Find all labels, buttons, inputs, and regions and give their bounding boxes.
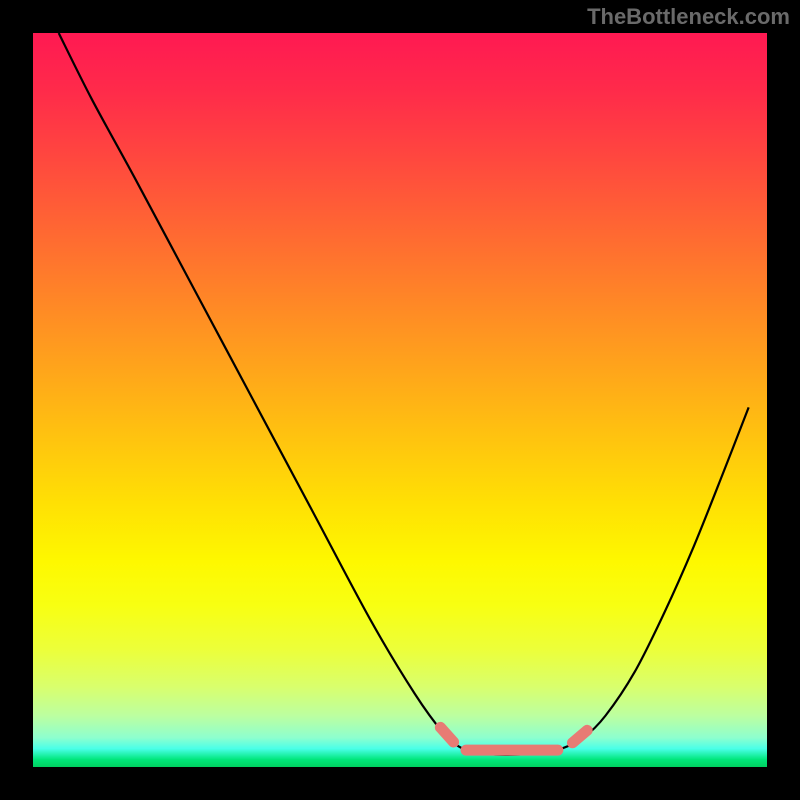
bottleneck-curve-chart [0,0,800,800]
chart-container: TheBottleneck.com [0,0,800,800]
plot-background [33,33,767,767]
watermark-text: TheBottleneck.com [587,4,790,30]
